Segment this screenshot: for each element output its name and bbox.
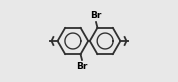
Text: Br: Br bbox=[90, 11, 102, 20]
Text: Br: Br bbox=[76, 62, 88, 71]
